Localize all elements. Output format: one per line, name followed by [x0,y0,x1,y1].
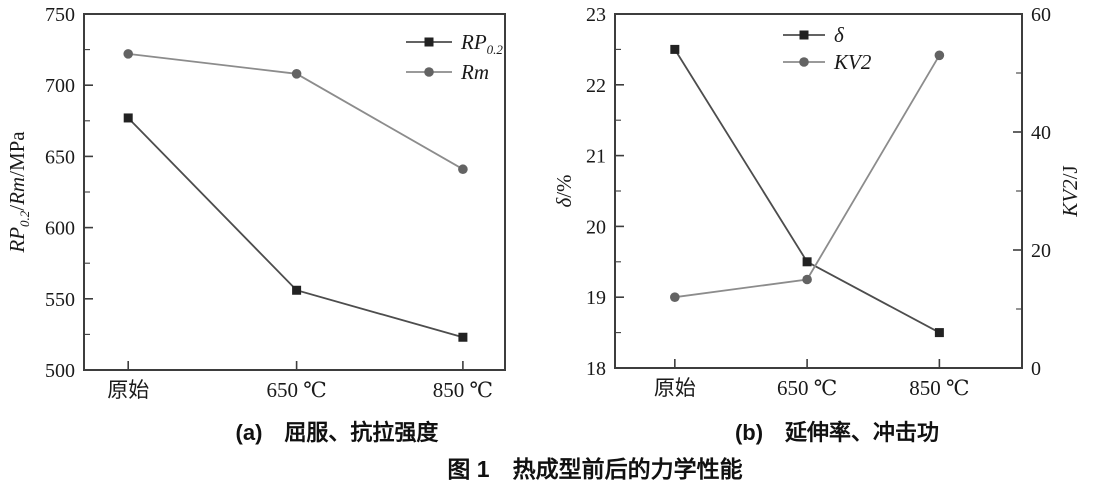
legend-label: KV2 [833,50,872,74]
plot-frame [83,13,506,371]
y2-tick-label: 60 [1031,4,1051,26]
y-axis-left [85,13,93,371]
y-axis-right [1013,13,1021,369]
data-point [292,285,302,295]
legend-marker [424,37,434,47]
y-tick-label: 19 [586,287,606,309]
series-rm [123,49,468,175]
y2-axis-title: KV2/J [1058,165,1082,217]
x-axis [674,359,941,367]
legend: δ KV2 [783,23,872,74]
y-tick-label: 22 [586,75,606,97]
x-axis-labels: 原始 650 ℃ 850 ℃ [654,376,970,400]
y-tick-label: 600 [45,218,75,240]
x-tick-label: 850 ℃ [433,378,493,402]
data-point [458,164,468,175]
legend-label: Rm [460,60,489,84]
y-tick-label: 500 [45,360,75,382]
legend-marker [799,30,809,40]
plot-frame [614,13,1023,369]
data-point [934,50,945,61]
legend-label: δ [834,23,845,47]
y-tick-label: 700 [45,75,75,97]
y-tick-label: 550 [45,289,75,311]
legend-marker [424,67,434,77]
data-point [670,292,680,303]
chart-b-root: 18 19 20 21 22 23 0 20 40 60 原始 650 ℃ 850 ℃ δ KV2 δ/% KV… [552,4,1082,400]
series-line [674,48,940,334]
series-kv2 [670,50,945,303]
x-tick-label: 650 ℃ [266,378,326,402]
data-point [802,274,812,285]
y2-tick-label: 20 [1031,240,1051,262]
data-point [802,257,812,267]
x-tick-label: 原始 [107,378,149,402]
data-point [291,69,302,79]
series-line [127,117,464,339]
figure-caption: 图 1 热成型前后的力学性能 [447,456,743,482]
data-point [123,49,134,59]
x-tick-label: 原始 [654,376,696,400]
x-tick-label: 650 ℃ [777,376,837,400]
subtitle-a: (a) 屈服、抗拉强度 [235,420,439,445]
x-tick-label: 850 ℃ [909,376,969,400]
y2-tick-label: 40 [1031,122,1051,144]
y-tick-label: 18 [586,358,606,380]
subtitle-b: (b) 延伸率、冲击功 [734,420,940,445]
y-axis-left [616,13,624,369]
data-point [934,328,944,338]
series- [670,44,944,338]
series-rp02 [123,113,468,342]
data-point [458,332,468,342]
y-axis-right-labels: 0 20 40 60 [1031,4,1051,380]
y-tick-label: 650 [45,146,75,168]
chart-b-elongation-impact-energy: 18 19 20 21 22 23 0 20 40 60 原始 650 ℃ 850 ℃ δ KV2 δ/% KV… [552,4,1082,400]
y-axis-left-labels: 18 19 20 21 22 23 [586,4,606,380]
y-axis-title: δ/% [552,174,576,207]
y-tick-label: 21 [586,146,606,168]
y-tick-label: 20 [586,216,606,238]
y-tick-label: 23 [586,4,606,26]
data-point [123,113,133,123]
y-axis-title: RP0.2/Rm/MPa [5,131,32,254]
x-axis [127,361,464,369]
y-tick-label: 750 [45,4,75,26]
data-point [670,44,680,54]
x-axis-labels: 原始 650 ℃ 850 ℃ [107,378,493,402]
y-axis-left-labels: 500 550 600 650 700 750 [45,4,75,382]
y2-tick-label: 0 [1031,358,1041,380]
legend: RP0.2 Rm [406,30,503,84]
legend-label: RP0.2 [460,30,503,57]
legend-marker [799,57,809,67]
